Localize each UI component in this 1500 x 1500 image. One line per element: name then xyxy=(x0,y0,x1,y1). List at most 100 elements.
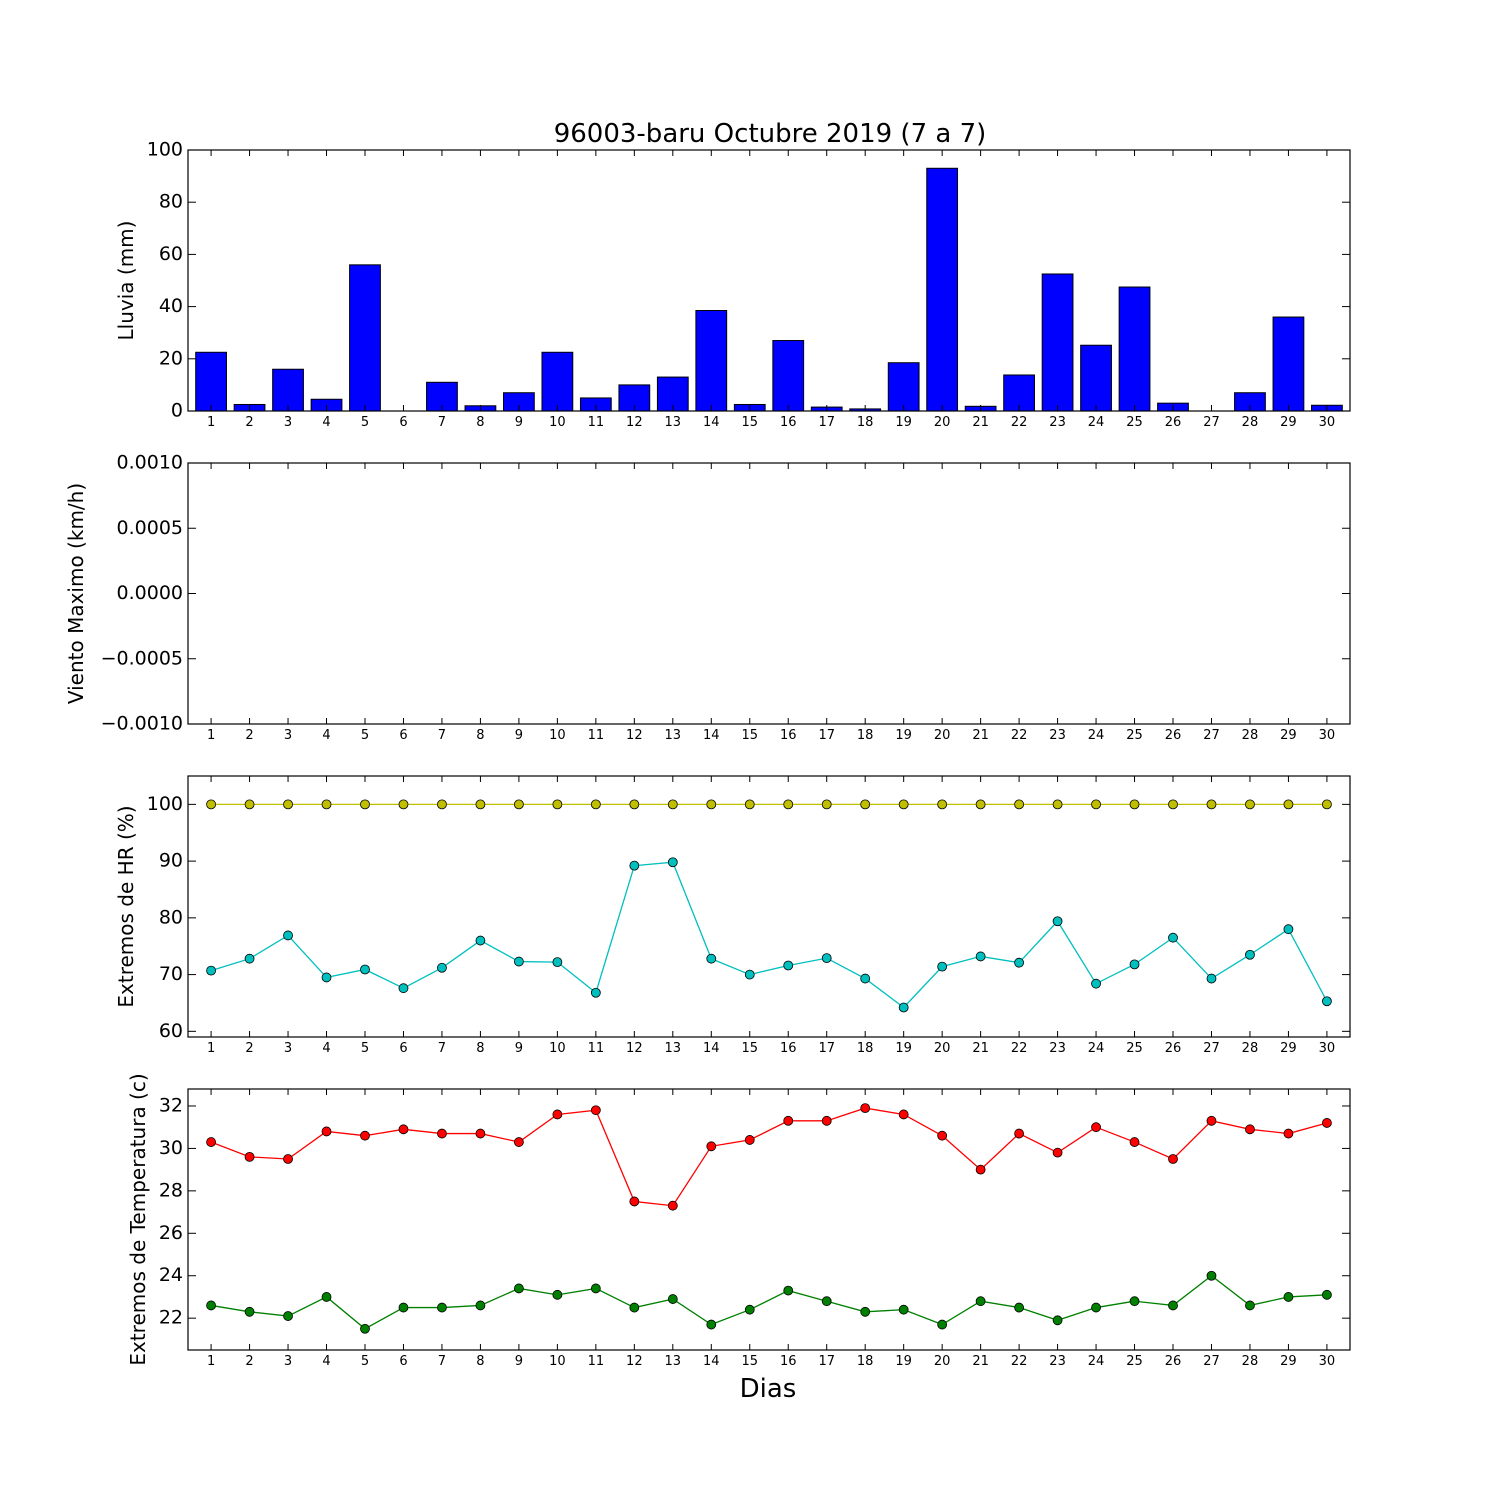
x-tick-label: 20 xyxy=(934,1041,951,1056)
y-tick-label: −0.0010 xyxy=(101,713,183,735)
x-tick-label: 10 xyxy=(549,1041,566,1056)
x-tick-label: 20 xyxy=(934,728,951,743)
x-tick-label: 30 xyxy=(1319,415,1336,430)
series-2-point-day-23 xyxy=(1052,916,1063,927)
x-tick-label: 19 xyxy=(895,1041,912,1056)
x-tick-label: 5 xyxy=(361,415,369,430)
x-tick-label: 28 xyxy=(1242,1041,1259,1056)
series-1-point-day-28 xyxy=(1245,799,1255,810)
x-tick-label: 29 xyxy=(1280,728,1297,743)
series-1-point-day-11 xyxy=(590,799,601,810)
x-tick-label: 21 xyxy=(972,728,989,743)
series-1-point-day-18 xyxy=(860,1103,871,1113)
x-tick-label: 4 xyxy=(322,1041,330,1056)
series-1-point-day-5 xyxy=(360,1130,370,1141)
x-tick-label: 1 xyxy=(207,1041,215,1056)
x-tick-label: 19 xyxy=(895,415,912,430)
series-2-point-day-16 xyxy=(783,960,794,971)
x-tick-label: 11 xyxy=(588,1041,605,1056)
series-1-point-day-8 xyxy=(475,1128,486,1139)
series-2-point-day-5 xyxy=(360,964,370,975)
x-tick-label: 28 xyxy=(1242,415,1259,430)
x-tick-label: 12 xyxy=(626,415,643,430)
x-tick-label: 9 xyxy=(515,1354,523,1369)
x-tick-label: 9 xyxy=(515,1041,523,1056)
series-2-point-day-9 xyxy=(514,956,524,967)
series-2-point-day-4 xyxy=(321,1292,332,1302)
series-2-point-day-11 xyxy=(590,1283,601,1294)
x-tick-label: 16 xyxy=(780,1354,797,1369)
x-tick-label: 27 xyxy=(1203,728,1220,743)
series-2-point-day-20 xyxy=(937,961,948,972)
series-2-point-day-6 xyxy=(398,1302,409,1313)
series-2-point-day-12 xyxy=(629,860,640,871)
y-tick-label: 40 xyxy=(159,295,183,317)
series-1-point-day-17 xyxy=(821,799,832,810)
x-tick-label: 22 xyxy=(1011,1041,1028,1056)
series-1-point-day-3 xyxy=(283,799,293,810)
series-2-point-day-27 xyxy=(1206,1270,1217,1281)
series-2-point-day-12 xyxy=(629,1302,640,1313)
x-tick-label: 21 xyxy=(972,1354,989,1369)
x-tick-label: 27 xyxy=(1203,1354,1220,1369)
series-2-point-day-29 xyxy=(1283,924,1294,935)
series-2-point-day-13 xyxy=(667,857,678,868)
series-2-point-day-7 xyxy=(437,962,447,973)
series-1-point-day-21 xyxy=(975,799,986,810)
series-1-point-day-16 xyxy=(783,1115,794,1126)
x-tick-label: 18 xyxy=(857,415,874,430)
series-1-point-day-18 xyxy=(860,799,871,810)
series-1-point-day-20 xyxy=(937,799,948,810)
x-tick-label: 30 xyxy=(1319,1041,1336,1056)
x-tick-label: 17 xyxy=(818,415,835,430)
series-1-point-day-12 xyxy=(629,799,640,810)
series-2-point-day-6 xyxy=(398,983,409,994)
y-axis-label: Extremos de Temperatura (c) xyxy=(126,1073,150,1365)
series-2-point-day-26 xyxy=(1168,1300,1178,1311)
bar-day-10 xyxy=(541,351,574,412)
x-tick-label: 12 xyxy=(626,1041,643,1056)
x-tick-label: 30 xyxy=(1319,728,1336,743)
series-1-point-day-19 xyxy=(898,1109,909,1120)
bar-day-3 xyxy=(272,368,304,412)
x-tick-label: 25 xyxy=(1126,728,1143,743)
series-1-point-day-2 xyxy=(244,1152,255,1162)
series-1-point-day-27 xyxy=(1206,1115,1217,1126)
y-tick-label: 26 xyxy=(159,1222,183,1244)
x-tick-label: 4 xyxy=(322,728,330,743)
bar-day-25 xyxy=(1118,286,1151,412)
y-tick-label: 90 xyxy=(159,850,183,872)
x-tick-label: 7 xyxy=(438,415,446,430)
x-tick-label: 3 xyxy=(284,1354,292,1369)
y-tick-label: −0.0005 xyxy=(101,647,183,669)
series-1-point-day-29 xyxy=(1283,1128,1294,1139)
x-tick-label: 15 xyxy=(741,728,758,743)
series-1-point-day-13 xyxy=(667,1200,678,1211)
y-tick-label: 32 xyxy=(159,1094,183,1116)
series-2-point-day-25 xyxy=(1129,959,1140,970)
x-tick-label: 20 xyxy=(934,415,951,430)
plot-frame xyxy=(187,775,1351,1038)
x-tick-label: 2 xyxy=(245,1354,253,1369)
x-tick-label: 14 xyxy=(703,1041,720,1056)
x-tick-label: 16 xyxy=(780,728,797,743)
series-1-point-day-9 xyxy=(514,1137,524,1147)
series-1-point-day-21 xyxy=(975,1164,986,1175)
bar-day-14 xyxy=(695,310,728,412)
x-tick-label: 26 xyxy=(1165,1354,1182,1369)
x-tick-label: 1 xyxy=(207,1354,215,1369)
bar-day-1 xyxy=(195,351,227,412)
series-1-point-day-14 xyxy=(706,799,717,810)
y-tick-label: 22 xyxy=(159,1307,183,1329)
series-1-point-day-13 xyxy=(667,799,678,810)
x-tick-label: 13 xyxy=(665,415,682,430)
series-1-point-day-25 xyxy=(1129,799,1140,810)
x-tick-label: 17 xyxy=(818,728,835,743)
series-2-point-day-18 xyxy=(860,973,871,984)
y-tick-label: 24 xyxy=(159,1264,183,1286)
series-2-point-day-10 xyxy=(552,1289,563,1300)
series-2-point-day-22 xyxy=(1014,1302,1024,1313)
x-tick-label: 17 xyxy=(818,1041,835,1056)
x-tick-label: 4 xyxy=(322,1354,330,1369)
series-2-point-day-2 xyxy=(244,1306,255,1317)
